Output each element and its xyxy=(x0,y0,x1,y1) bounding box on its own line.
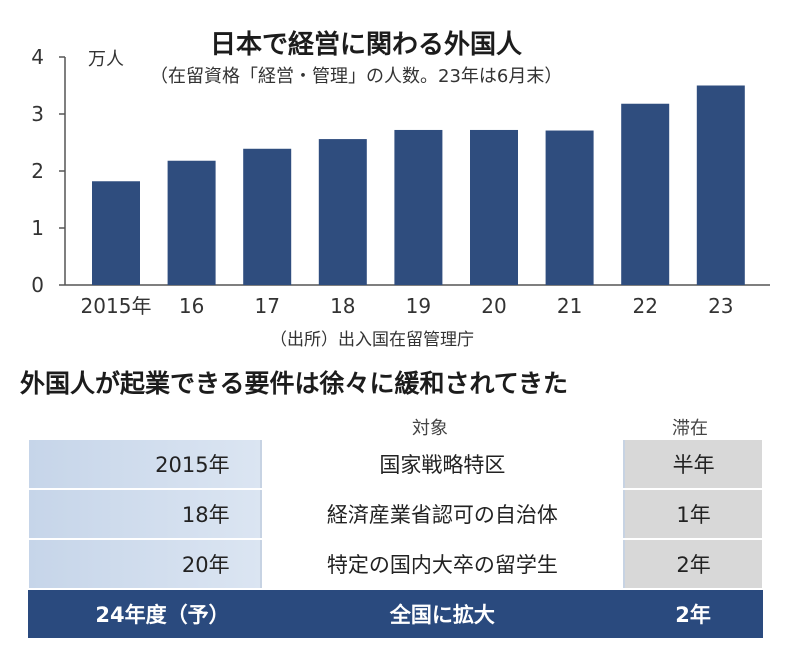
bar xyxy=(92,181,140,285)
bar xyxy=(470,129,518,285)
header-stay: 滞在 xyxy=(672,418,708,439)
x-tick-label: 16 xyxy=(179,294,204,318)
bar xyxy=(243,148,292,285)
table-row: 18年 経済産業省認可の自治体 1年 xyxy=(29,489,762,540)
row-stay: 2年 xyxy=(623,589,763,640)
row-target: 特定の国内大卒の留学生 xyxy=(259,539,626,590)
x-tick-label: 22 xyxy=(632,294,657,318)
table-row-highlight: 24年度（予） 全国に拡大 2年 xyxy=(28,589,763,640)
bar xyxy=(545,130,594,285)
y-axis-unit: 万人 xyxy=(88,49,124,70)
chart-subtitle: （在留資格「経営・管理」の人数。23年は6月末） xyxy=(150,66,563,87)
chart-bars xyxy=(92,85,745,286)
y-tick-label: 0 xyxy=(31,273,44,297)
requirements-title: 外国人が起業できる要件は徐々に緩和されてきた xyxy=(20,369,569,398)
chart-source: （出所）出入国在留管理庁 xyxy=(270,330,474,350)
y-tick-label: 4 xyxy=(31,45,44,69)
row-year: 2015年 xyxy=(29,440,261,490)
requirements-table: 2015年 国家戦略特区 半年 18年 経済産業省認可の自治体 1年 20年 特… xyxy=(28,440,763,640)
table-row: 20年 特定の国内大卒の留学生 2年 xyxy=(29,539,762,590)
chart-title: 日本で経営に関わる外国人 xyxy=(210,30,523,60)
x-tick-label: 20 xyxy=(481,294,506,318)
row-year: 18年 xyxy=(29,489,261,540)
x-tick-label: 17 xyxy=(254,294,279,318)
header-target: 対象 xyxy=(412,418,448,439)
row-stay: 2年 xyxy=(624,539,762,590)
bar xyxy=(696,85,745,285)
row-stay: 1年 xyxy=(624,489,762,540)
y-tick-label: 1 xyxy=(31,216,44,240)
bar xyxy=(394,129,443,285)
x-tick-label: 21 xyxy=(557,294,582,318)
row-stay: 半年 xyxy=(624,440,762,490)
x-tick-label: 18 xyxy=(330,294,355,318)
row-target: 経済産業省認可の自治体 xyxy=(259,489,626,540)
bar xyxy=(167,160,216,285)
x-tick-label: 2015年 xyxy=(81,294,152,318)
row-target: 全国に拡大 xyxy=(259,589,626,640)
bar xyxy=(318,139,367,285)
y-tick-label: 3 xyxy=(31,102,44,126)
row-year: 20年 xyxy=(29,539,261,590)
y-tick-label: 2 xyxy=(31,159,44,183)
table-row: 2015年 国家戦略特区 半年 xyxy=(29,440,762,490)
x-tick-label: 23 xyxy=(708,294,733,318)
bar xyxy=(621,103,670,286)
row-target: 国家戦略特区 xyxy=(259,440,626,490)
x-tick-label: 19 xyxy=(406,294,431,318)
row-year: 24年度（予） xyxy=(28,589,262,640)
